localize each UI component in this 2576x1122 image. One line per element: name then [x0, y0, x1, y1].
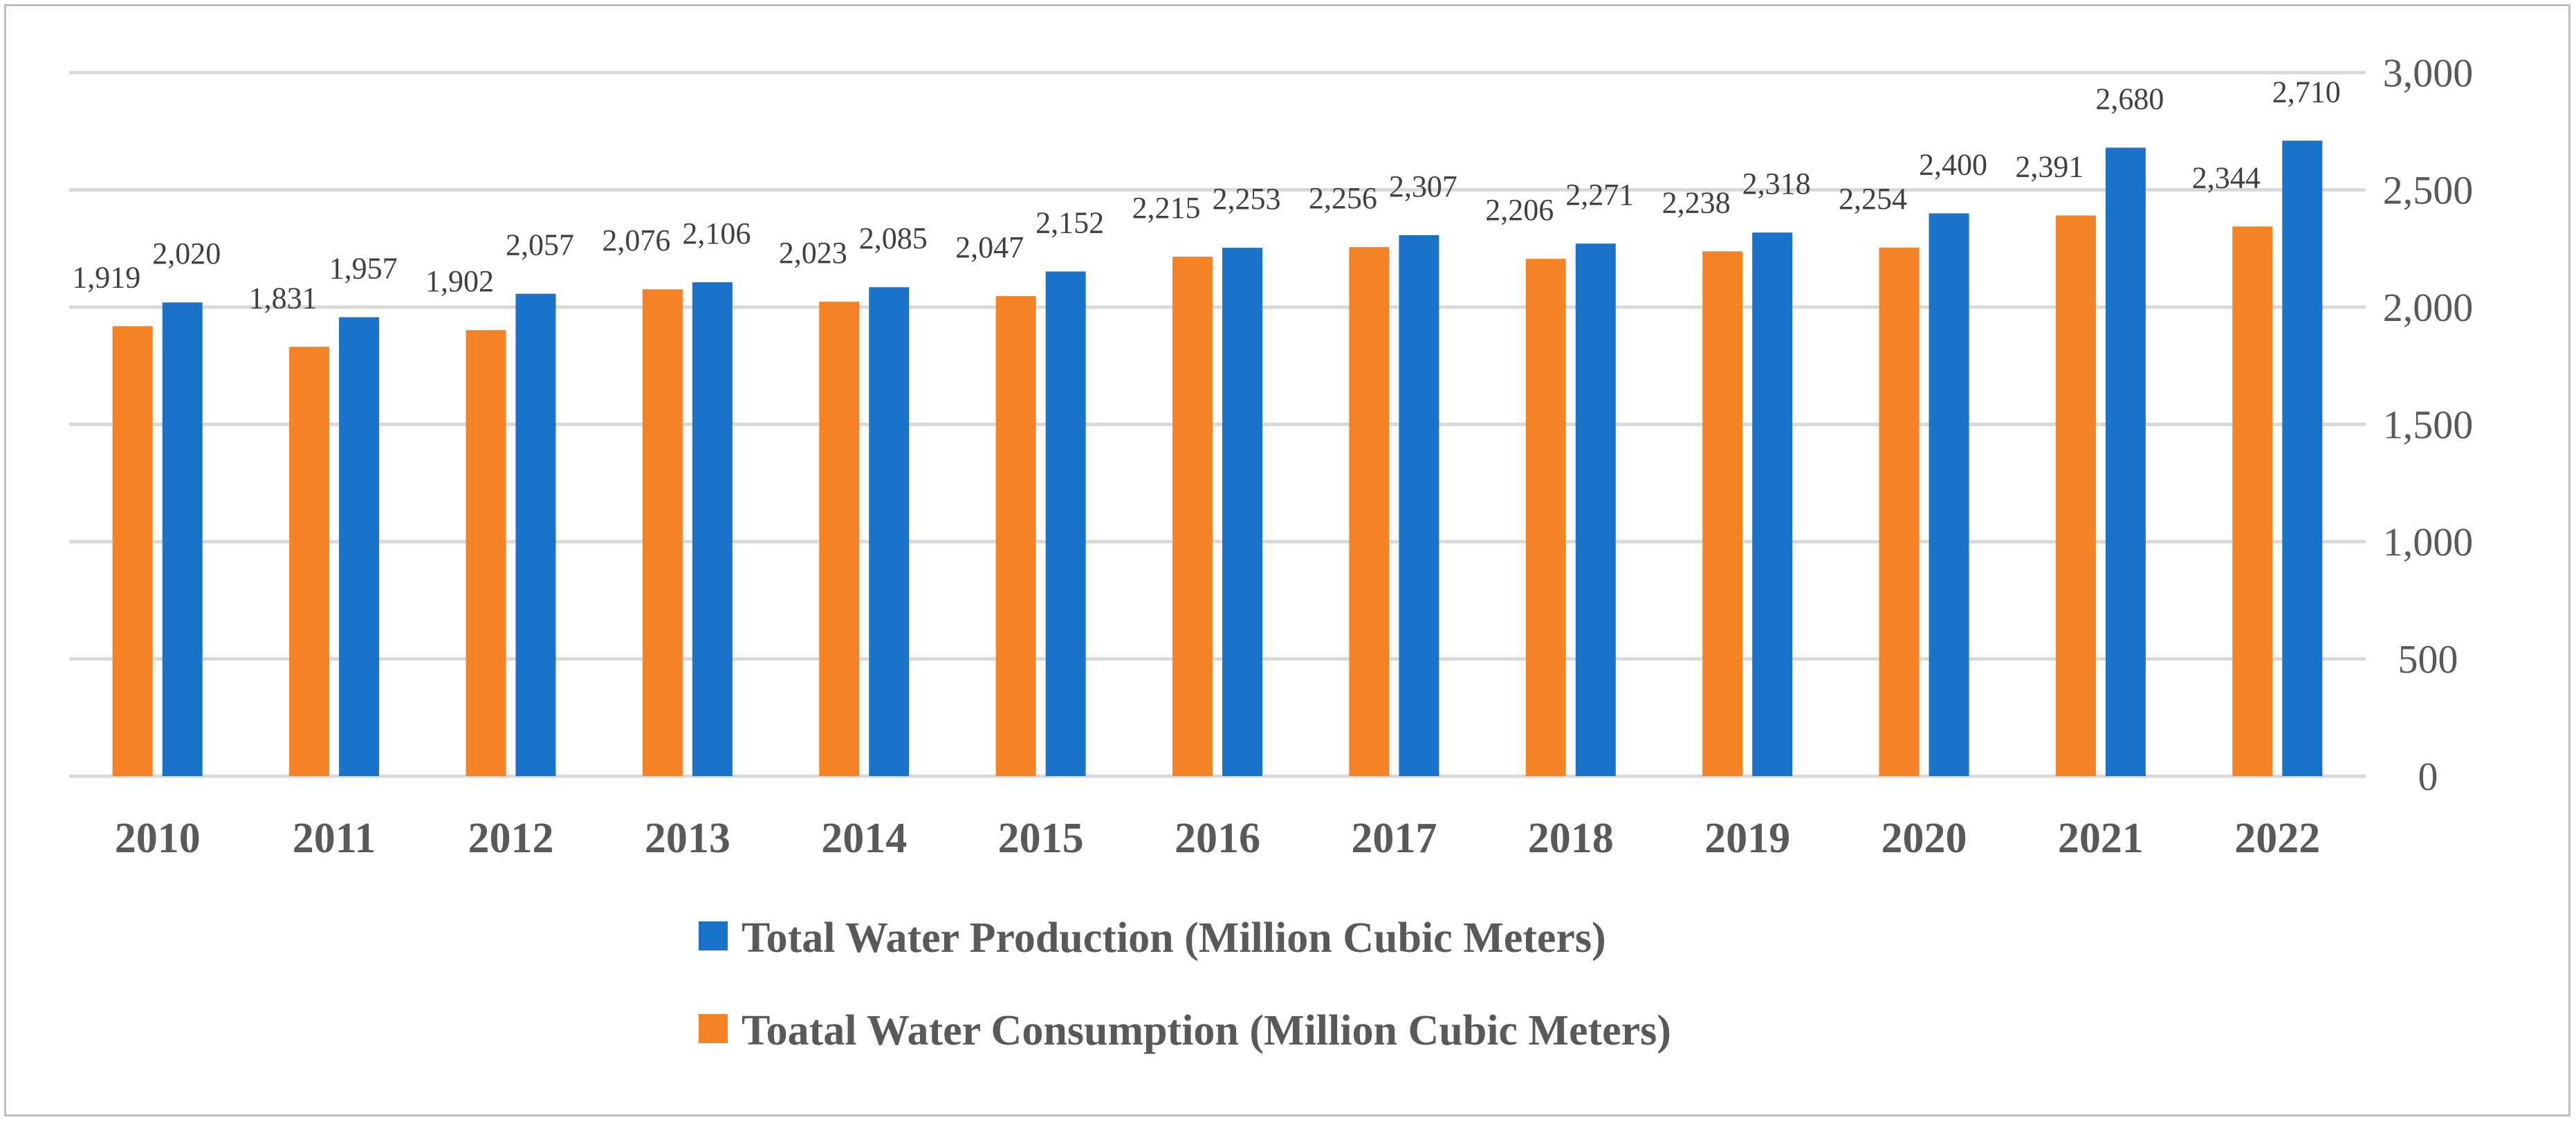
bar-production	[162, 302, 203, 777]
bar-production	[1575, 243, 1616, 777]
data-label-production: 2,271	[1565, 178, 1634, 212]
bar-consumption	[2055, 215, 2096, 776]
x-tick-label: 2014	[821, 815, 907, 862]
x-tick-label: 2020	[1882, 815, 1967, 862]
x-axis-ticks: 2010 2011 2012 2013 2014 2015 2016 2017 2018 2019…	[115, 815, 2321, 862]
y-tick-label: 2,500	[2383, 168, 2474, 213]
data-label-consumption: 2,047	[955, 230, 1024, 264]
bar-consumption	[289, 347, 330, 776]
data-label-consumption: 1,831	[249, 281, 318, 315]
bar-consumption	[995, 296, 1036, 776]
data-label-production: 2,020	[152, 237, 221, 270]
bar-consumption	[2232, 226, 2273, 776]
data-label-consumption: 2,206	[1485, 193, 1554, 227]
x-tick-label: 2016	[1175, 815, 1260, 862]
x-tick-label: 2018	[1528, 815, 1614, 862]
data-label-production: 2,106	[682, 217, 751, 250]
data-label-production: 2,085	[859, 221, 928, 255]
bar-production	[1045, 271, 1086, 776]
data-label-production: 2,400	[1919, 147, 1987, 181]
bar-consumption	[112, 326, 153, 777]
bar-consumption	[642, 289, 683, 777]
data-label-consumption: 2,238	[1662, 185, 1731, 219]
data-label-production: 2,318	[1742, 167, 1811, 201]
data-label-production: 2,253	[1213, 182, 1281, 216]
data-label-consumption: 2,256	[1309, 181, 1377, 215]
legend-swatch-consumption	[699, 1014, 728, 1043]
bar-production	[692, 282, 733, 776]
y-tick-label: 500	[2398, 637, 2458, 682]
y-tick-label: 3,000	[2383, 50, 2474, 95]
y-axis-ticks: 0 500 1,000 1,500 2,000 2,500 3,000	[2383, 50, 2474, 799]
bar-consumption	[1702, 251, 1743, 776]
bar-production	[1929, 213, 1969, 776]
x-tick-label: 2017	[1351, 815, 1437, 862]
data-label-production: 2,152	[1036, 205, 1104, 239]
gridlines	[69, 71, 2366, 778]
bar-production	[1222, 248, 1262, 776]
bar-consumption	[819, 302, 860, 776]
bar-production	[2105, 147, 2146, 777]
bars	[112, 140, 2323, 777]
bar-consumption	[466, 330, 506, 776]
data-label-consumption: 2,391	[2015, 149, 2083, 183]
x-tick-label: 2010	[115, 815, 201, 862]
bar-production	[515, 293, 556, 776]
y-tick-label: 1,500	[2383, 403, 2474, 448]
data-label-production: 2,307	[1389, 169, 1457, 203]
bar-production	[869, 287, 910, 776]
x-tick-label: 2011	[293, 815, 376, 862]
legend-label-consumption: Toatal Water Consumption (Million Cubic …	[742, 1007, 1671, 1054]
y-tick-label: 1,000	[2383, 519, 2474, 564]
bar-production	[1399, 234, 1439, 776]
x-tick-label: 2022	[2234, 815, 2320, 862]
x-tick-label: 2019	[1704, 815, 1790, 862]
data-label-production: 2,057	[506, 228, 574, 262]
bar-consumption	[1879, 247, 1920, 776]
data-label-consumption: 2,023	[779, 236, 847, 270]
y-tick-label: 2,000	[2383, 285, 2474, 330]
bar-consumption	[1525, 259, 1566, 776]
bar-production	[2282, 140, 2323, 776]
x-tick-label: 2013	[645, 815, 730, 862]
data-label-production: 2,710	[2272, 75, 2341, 109]
legend-swatch-production	[699, 921, 728, 950]
bar-production	[1752, 232, 1793, 776]
x-tick-label: 2012	[468, 815, 553, 862]
data-label-consumption: 2,215	[1132, 191, 1201, 225]
data-label-production: 1,957	[329, 252, 398, 286]
legend: Total Water Production (Million Cubic Me…	[699, 914, 1671, 1054]
data-label-consumption: 2,076	[602, 223, 670, 257]
data-label-consumption: 2,254	[1839, 182, 1907, 216]
bar-consumption	[1172, 257, 1213, 776]
data-label-consumption: 2,344	[2192, 160, 2261, 194]
y-tick-label: 0	[2418, 754, 2438, 799]
bar-production	[339, 317, 380, 776]
bar-consumption	[1349, 247, 1390, 776]
x-tick-label: 2015	[998, 815, 1084, 862]
data-labels: 1,919 2,020 1,831 1,957 1,902 2,057 2,076 2,106…	[72, 75, 2341, 315]
data-label-consumption: 1,919	[72, 260, 140, 294]
legend-label-production: Total Water Production (Million Cubic Me…	[742, 914, 1606, 962]
data-label-production: 2,680	[2095, 82, 2164, 116]
data-label-consumption: 1,902	[425, 264, 494, 298]
x-tick-label: 2021	[2058, 815, 2144, 862]
